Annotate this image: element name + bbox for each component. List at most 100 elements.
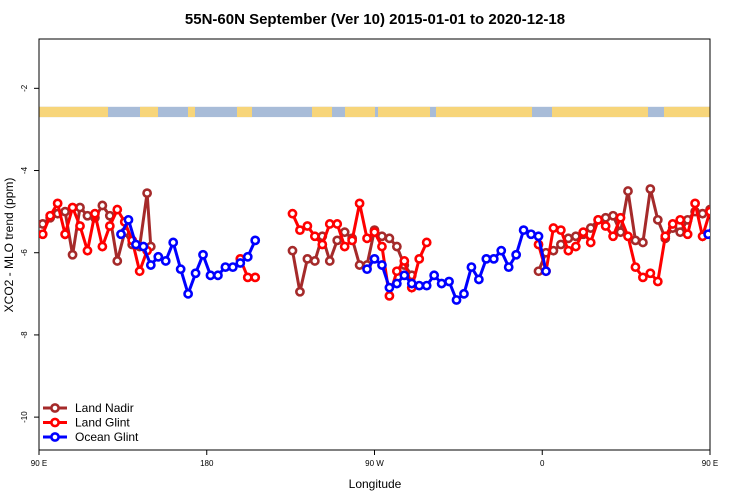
legend-item: Land Nadir xyxy=(43,401,134,415)
data-point xyxy=(570,241,581,252)
data-point xyxy=(600,212,611,223)
data-point xyxy=(112,204,123,215)
data-point xyxy=(518,225,529,236)
data-point xyxy=(60,229,70,240)
data-point xyxy=(205,270,216,281)
land-strip xyxy=(237,106,252,118)
data-point xyxy=(97,241,108,252)
data-point xyxy=(324,219,335,229)
y-tick-label: -2 xyxy=(20,84,29,92)
data-point xyxy=(183,288,194,299)
data-point xyxy=(250,272,261,283)
data-point xyxy=(295,286,305,297)
data-point xyxy=(421,280,432,291)
data-point xyxy=(317,239,328,250)
data-point xyxy=(585,237,596,248)
data-point xyxy=(414,280,425,291)
data-point xyxy=(623,186,633,196)
y-tick-label: -10 xyxy=(20,411,29,423)
series-line xyxy=(706,227,710,235)
data-point xyxy=(302,221,313,231)
data-point xyxy=(697,208,708,219)
land-strip xyxy=(378,106,430,118)
legend-marker xyxy=(50,432,60,442)
data-point xyxy=(39,229,48,240)
land-strip xyxy=(345,106,375,118)
data-point xyxy=(332,235,343,246)
data-point xyxy=(645,268,656,279)
data-point xyxy=(533,266,544,277)
data-point xyxy=(488,253,499,264)
data-point xyxy=(541,266,551,277)
data-point xyxy=(429,270,440,281)
data-point xyxy=(473,274,484,285)
data-point xyxy=(459,288,469,299)
data-point xyxy=(630,262,641,273)
data-point xyxy=(90,208,100,219)
x-tick-label: 180 xyxy=(200,459,214,468)
data-point xyxy=(384,282,395,293)
y-tick-label: -6 xyxy=(20,249,29,257)
data-point xyxy=(302,253,313,264)
data-point xyxy=(198,249,208,260)
y-axis: -10 -8 -6 -4 -2 xyxy=(20,84,39,423)
data-point xyxy=(67,249,78,260)
data-point xyxy=(60,206,70,217)
data-point xyxy=(600,221,611,231)
chart-title: 55N-60N September (Ver 10) 2015-01-01 to… xyxy=(185,11,565,28)
data-point xyxy=(82,210,93,221)
data-point xyxy=(362,264,372,275)
data-point xyxy=(324,256,335,266)
data-point xyxy=(563,245,574,256)
data-point xyxy=(339,241,350,252)
data-point xyxy=(421,237,432,248)
legend-label: Ocean Glint xyxy=(75,430,139,444)
x-tick-label: 90 E xyxy=(702,459,718,468)
data-point xyxy=(142,188,153,199)
data-point xyxy=(652,276,663,287)
data-point xyxy=(481,253,492,264)
y-tick-label: -8 xyxy=(20,331,29,339)
series-ocean-glint xyxy=(116,214,710,305)
data-point xyxy=(503,262,514,273)
data-point xyxy=(242,272,253,283)
data-point xyxy=(638,272,648,283)
data-point xyxy=(354,198,365,209)
data-point xyxy=(250,235,261,246)
data-point xyxy=(675,214,686,225)
land-strip xyxy=(188,106,195,118)
data-point xyxy=(608,210,618,221)
data-point xyxy=(690,198,700,209)
data-point xyxy=(377,241,387,252)
data-point xyxy=(354,260,365,270)
data-point xyxy=(451,295,462,305)
data-point xyxy=(75,202,85,213)
data-point xyxy=(153,251,164,262)
data-point xyxy=(97,200,108,211)
data-point xyxy=(555,239,566,250)
data-point xyxy=(526,229,536,240)
x-tick-label: 0 xyxy=(540,459,545,468)
land-strip xyxy=(664,106,710,118)
data-point xyxy=(533,231,544,242)
legend-item: Ocean Glint xyxy=(43,430,139,444)
y-tick-label: -4 xyxy=(20,166,29,174)
data-point xyxy=(623,231,633,242)
land-strip xyxy=(436,106,532,118)
data-point xyxy=(466,262,477,273)
data-point xyxy=(82,245,93,256)
data-point xyxy=(213,270,223,281)
data-point xyxy=(615,227,626,238)
data-point xyxy=(52,198,63,209)
legend-marker xyxy=(50,403,60,413)
data-point xyxy=(630,235,641,246)
data-point xyxy=(332,219,343,229)
data-point xyxy=(75,221,85,231)
data-point xyxy=(555,225,566,236)
x-tick-label: 90 W xyxy=(365,459,384,468)
data-point xyxy=(593,214,604,225)
land-strip xyxy=(39,106,108,118)
data-point xyxy=(116,229,126,240)
data-point xyxy=(369,253,380,264)
